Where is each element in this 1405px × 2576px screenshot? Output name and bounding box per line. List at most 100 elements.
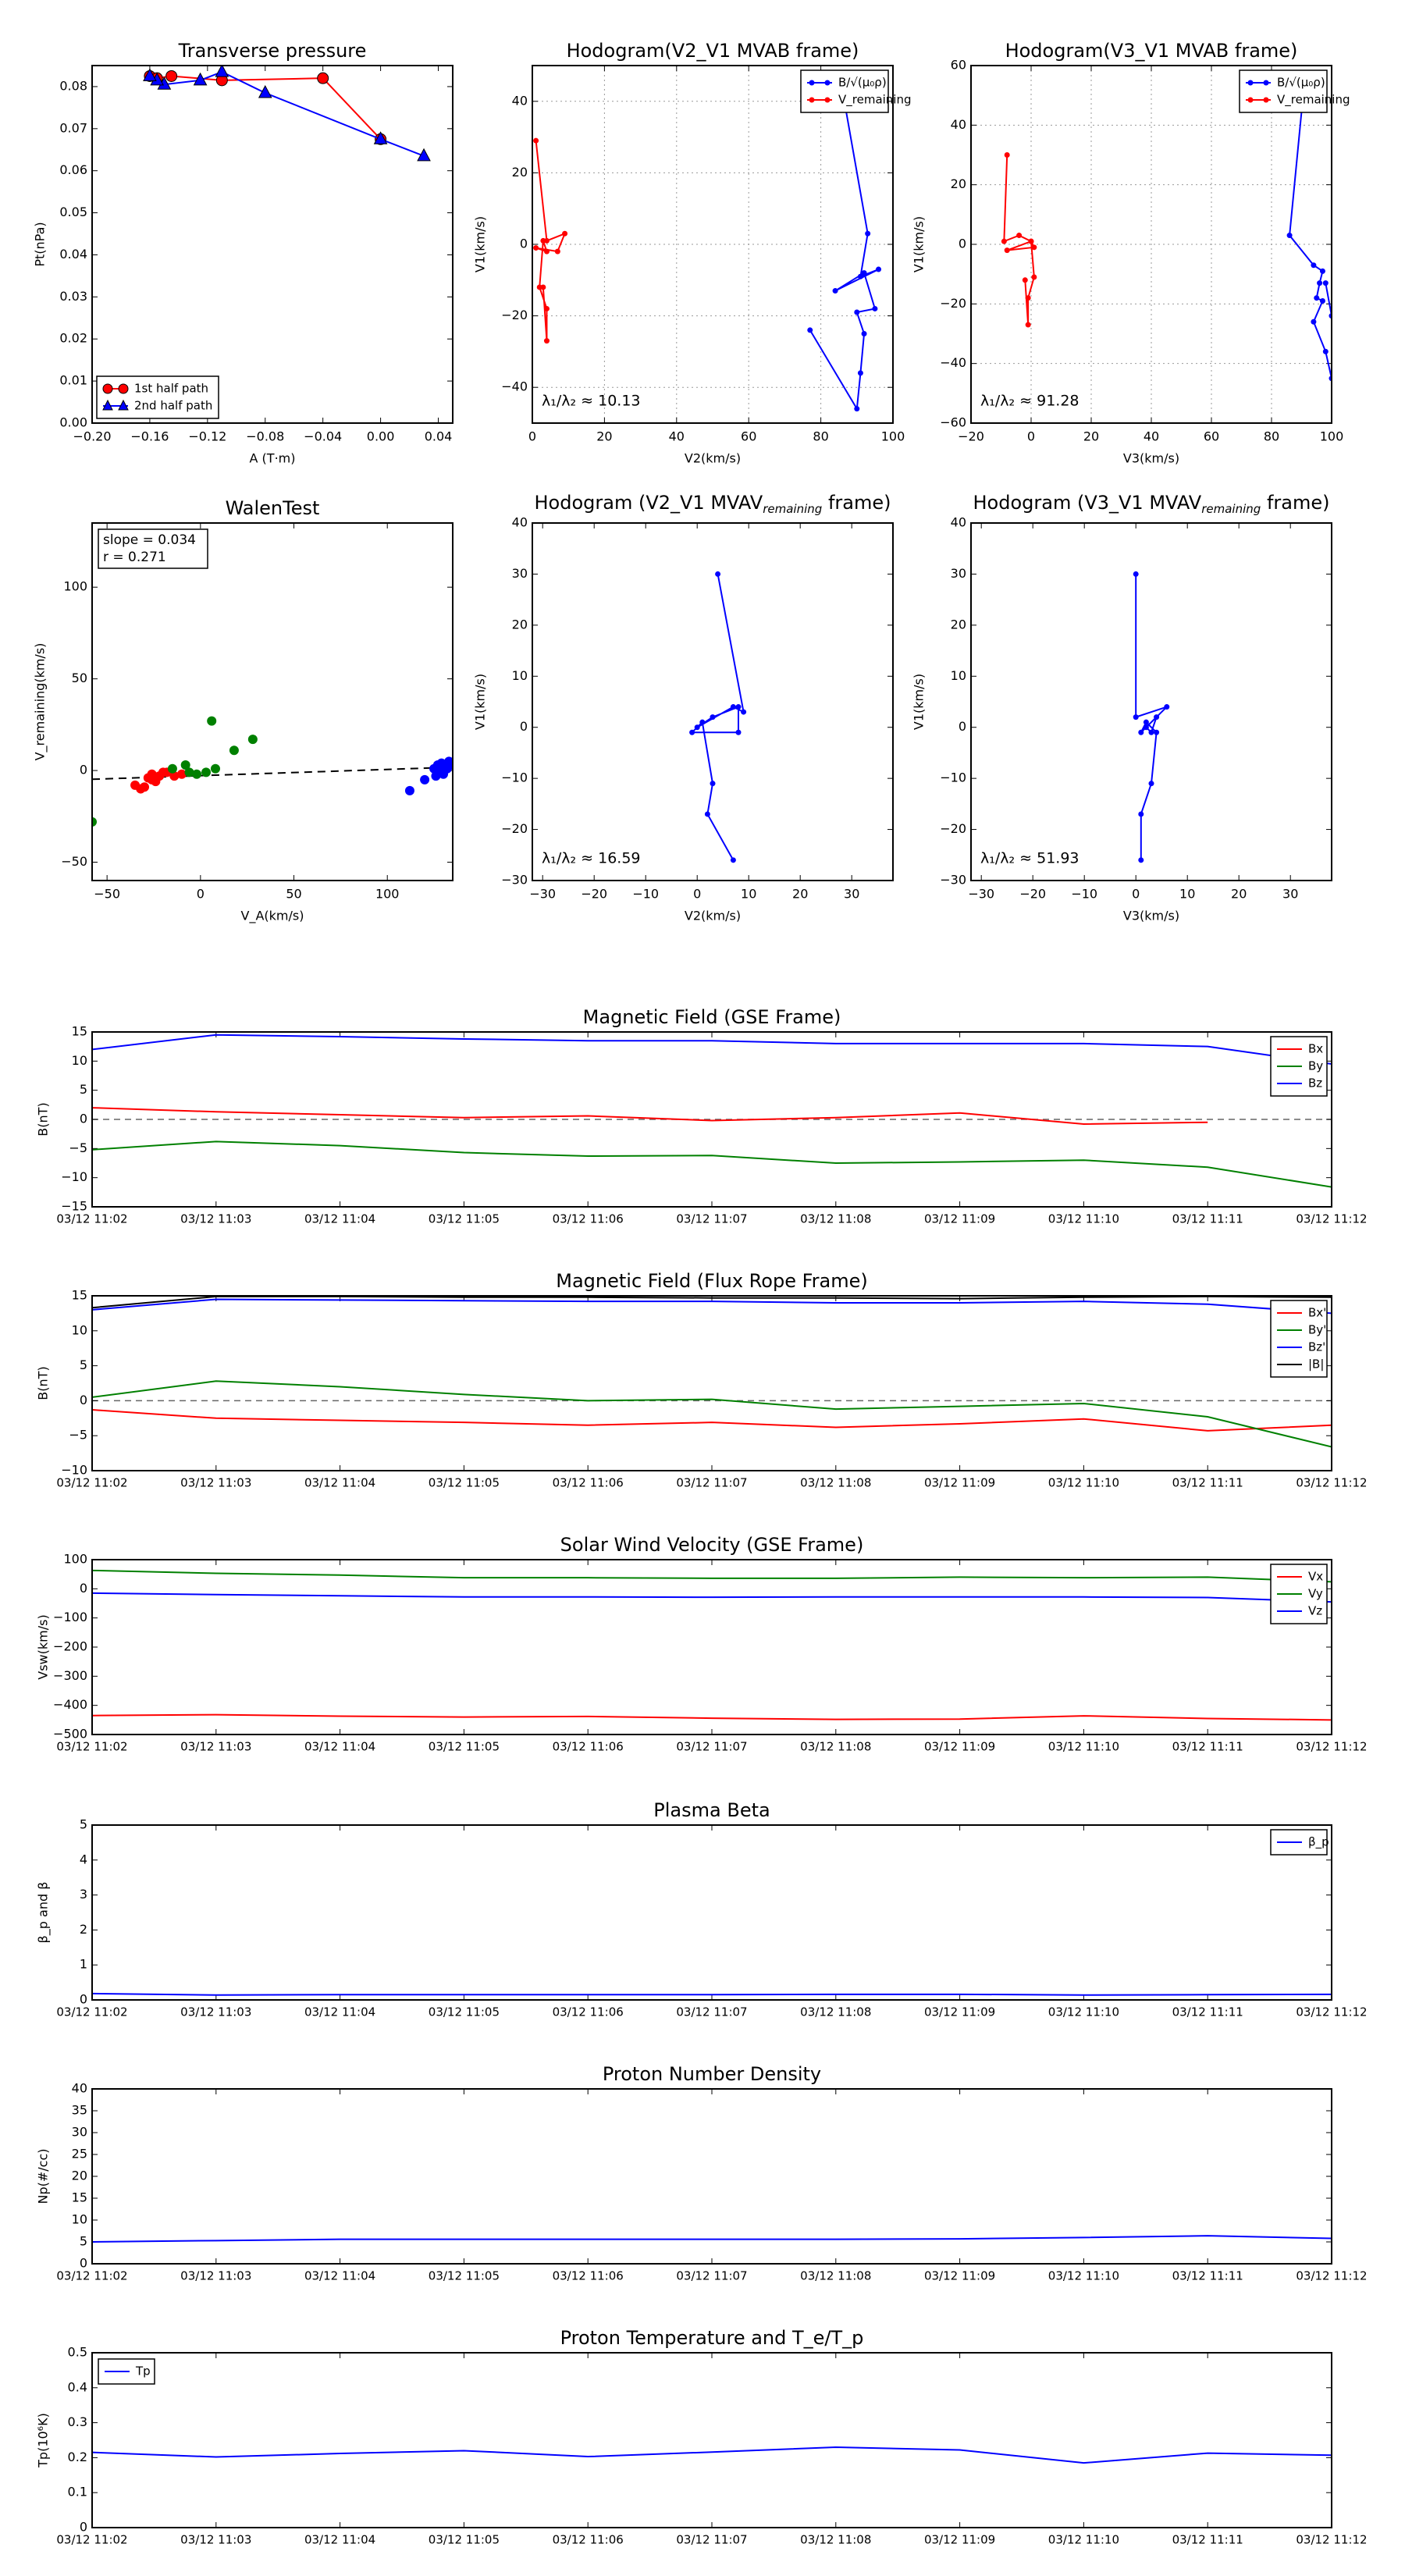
x-tick-label: 50 (286, 887, 301, 902)
data-point (1164, 704, 1170, 710)
legend: Tp (98, 2358, 155, 2385)
data-point (710, 714, 716, 720)
y-tick-label: 0.02 (59, 331, 87, 346)
data-layer (1001, 77, 1332, 382)
x-tick-label: 03/12 11:10 (1048, 1740, 1119, 1754)
data-point (832, 288, 838, 294)
x-tick-label: 03/12 11:08 (800, 1476, 871, 1490)
hodogram-v2-v1-mvav-panel: Hodogram (V2_V1 MVAVremaining frame)−30−… (473, 492, 894, 923)
legend-label: |B| (1308, 1357, 1324, 1372)
hodogram-v3-v1-mvab-panel: Hodogram(V3_V1 MVAB frame) −20 0 20 40 60 80 10… (912, 40, 1350, 466)
x-tick-label: 30 (844, 887, 859, 902)
y-tick-label: 10 (72, 2212, 87, 2227)
x-tick-label: 03/12 11:03 (180, 2533, 251, 2547)
y-tick-label: −15 (61, 1199, 87, 1214)
x-tick-label: −30 (968, 887, 994, 902)
data-point (1311, 318, 1317, 325)
x-tick-label: 03/12 11:02 (56, 1476, 127, 1490)
x-tick-label: 03/12 11:05 (429, 1212, 500, 1226)
data-point-triangle (417, 148, 431, 162)
y-axis-label: V_remaining(km/s) (33, 643, 48, 761)
plot-frame (91, 2352, 1332, 2528)
data-layer (92, 1296, 1332, 1448)
legend: Vx Vy Vz (1270, 1564, 1328, 1624)
y-axis-label: V1(km/s) (473, 674, 488, 730)
x-tick-label: 30 (1282, 887, 1298, 902)
scatter-point (229, 745, 239, 756)
legend-marker (1263, 97, 1269, 103)
x-tick-label: −0.08 (246, 429, 284, 444)
x-tick-label: 0.04 (425, 429, 453, 444)
y-axis-label: V1(km/s) (912, 674, 927, 730)
data-layer (143, 66, 431, 162)
x-tick-label: 0 (1132, 887, 1140, 902)
chart-title: Plasma Beta (653, 1799, 770, 1821)
data-point-triangle (193, 72, 208, 86)
x-tick-label: 20 (1083, 429, 1099, 444)
x-tick-label: 03/12 11:09 (924, 2533, 995, 2547)
data-point (865, 230, 871, 237)
series-line-0 (1289, 80, 1332, 379)
series-line-0 (690, 574, 745, 861)
series-line-0 (809, 90, 879, 411)
y-tick-label: 20 (512, 617, 528, 632)
scatter-point (140, 782, 150, 792)
data-point (715, 571, 721, 577)
x-axis-label: A (T·m) (250, 451, 296, 466)
plot-frame (91, 1031, 1332, 1208)
x-tick-label: 03/12 11:03 (180, 2269, 251, 2283)
y-tick-label: 0.05 (59, 205, 87, 219)
data-point (1133, 571, 1139, 577)
x-tick-label: 03/12 11:11 (1172, 2005, 1243, 2019)
data-point (1004, 247, 1010, 254)
y-tick-label: 40 (512, 93, 528, 108)
series-line-2 (92, 1298, 1332, 1315)
x-tick-label: 03/12 11:09 (924, 2269, 995, 2283)
series-line-0 (92, 1992, 1332, 1996)
y-tick-label: −400 (53, 1697, 87, 1712)
y-tick-label: 0 (80, 1581, 87, 1596)
x-tick-label: 03/12 11:04 (304, 2005, 375, 2019)
y-tick-label: 0 (80, 1393, 87, 1407)
legend: B/√(μ₀ρ) V_remaining (800, 69, 912, 113)
x-tick-label: 20 (596, 429, 612, 444)
chart-title: Transverse pressure (178, 40, 367, 62)
y-tick-label: 0 (520, 237, 528, 251)
data-point (1138, 811, 1144, 817)
data-point-triangle (215, 66, 229, 77)
chart-title: Hodogram (V2_V1 MVAVremaining frame) (535, 492, 891, 516)
data-point (1311, 262, 1317, 269)
x-tick-label: 03/12 11:05 (429, 2005, 500, 2019)
legend-marker (1247, 97, 1254, 103)
data-point-triangle (258, 84, 272, 98)
legend: Bx By Bz (1270, 1036, 1328, 1097)
data-layer (92, 716, 453, 827)
x-tick-label: 03/12 11:05 (429, 1476, 500, 1490)
x-tick-label: 03/12 11:10 (1048, 2269, 1119, 2283)
y-tick-label: 0.1 (68, 2485, 87, 2500)
scatter-point (210, 763, 220, 774)
legend-marker (102, 383, 113, 394)
data-point (1031, 244, 1037, 251)
scatter-point (92, 817, 97, 827)
x-tick-label: 03/12 11:12 (1296, 1476, 1367, 1490)
legend-marker (809, 80, 815, 86)
y-axis-label: Np(#/cc) (36, 2149, 51, 2204)
x-tick-label: 03/12 11:09 (924, 1212, 995, 1226)
legend-label: Bx (1308, 1042, 1323, 1056)
x-tick-label: 0 (1027, 429, 1035, 444)
chart-title: Hodogram (V3_V1 MVAVremaining frame) (973, 492, 1330, 516)
legend-marker (118, 399, 129, 411)
y-tick-label: 100 (63, 579, 87, 594)
lambda-ratio-annotation: λ₁/λ₂ ≈ 91.28 (980, 393, 1080, 410)
y-tick-label: 2 (80, 1922, 87, 1937)
x-tick-label: 03/12 11:03 (180, 2005, 251, 2019)
data-point (1138, 857, 1144, 863)
y-tick-label: −100 (53, 1610, 87, 1624)
x-tick-label: −0.16 (130, 429, 169, 444)
data-point (540, 237, 546, 244)
x-axis-label: V2(km/s) (685, 909, 741, 923)
data-point (1317, 280, 1323, 286)
y-tick-label: 30 (512, 566, 528, 581)
data-point (876, 266, 882, 272)
